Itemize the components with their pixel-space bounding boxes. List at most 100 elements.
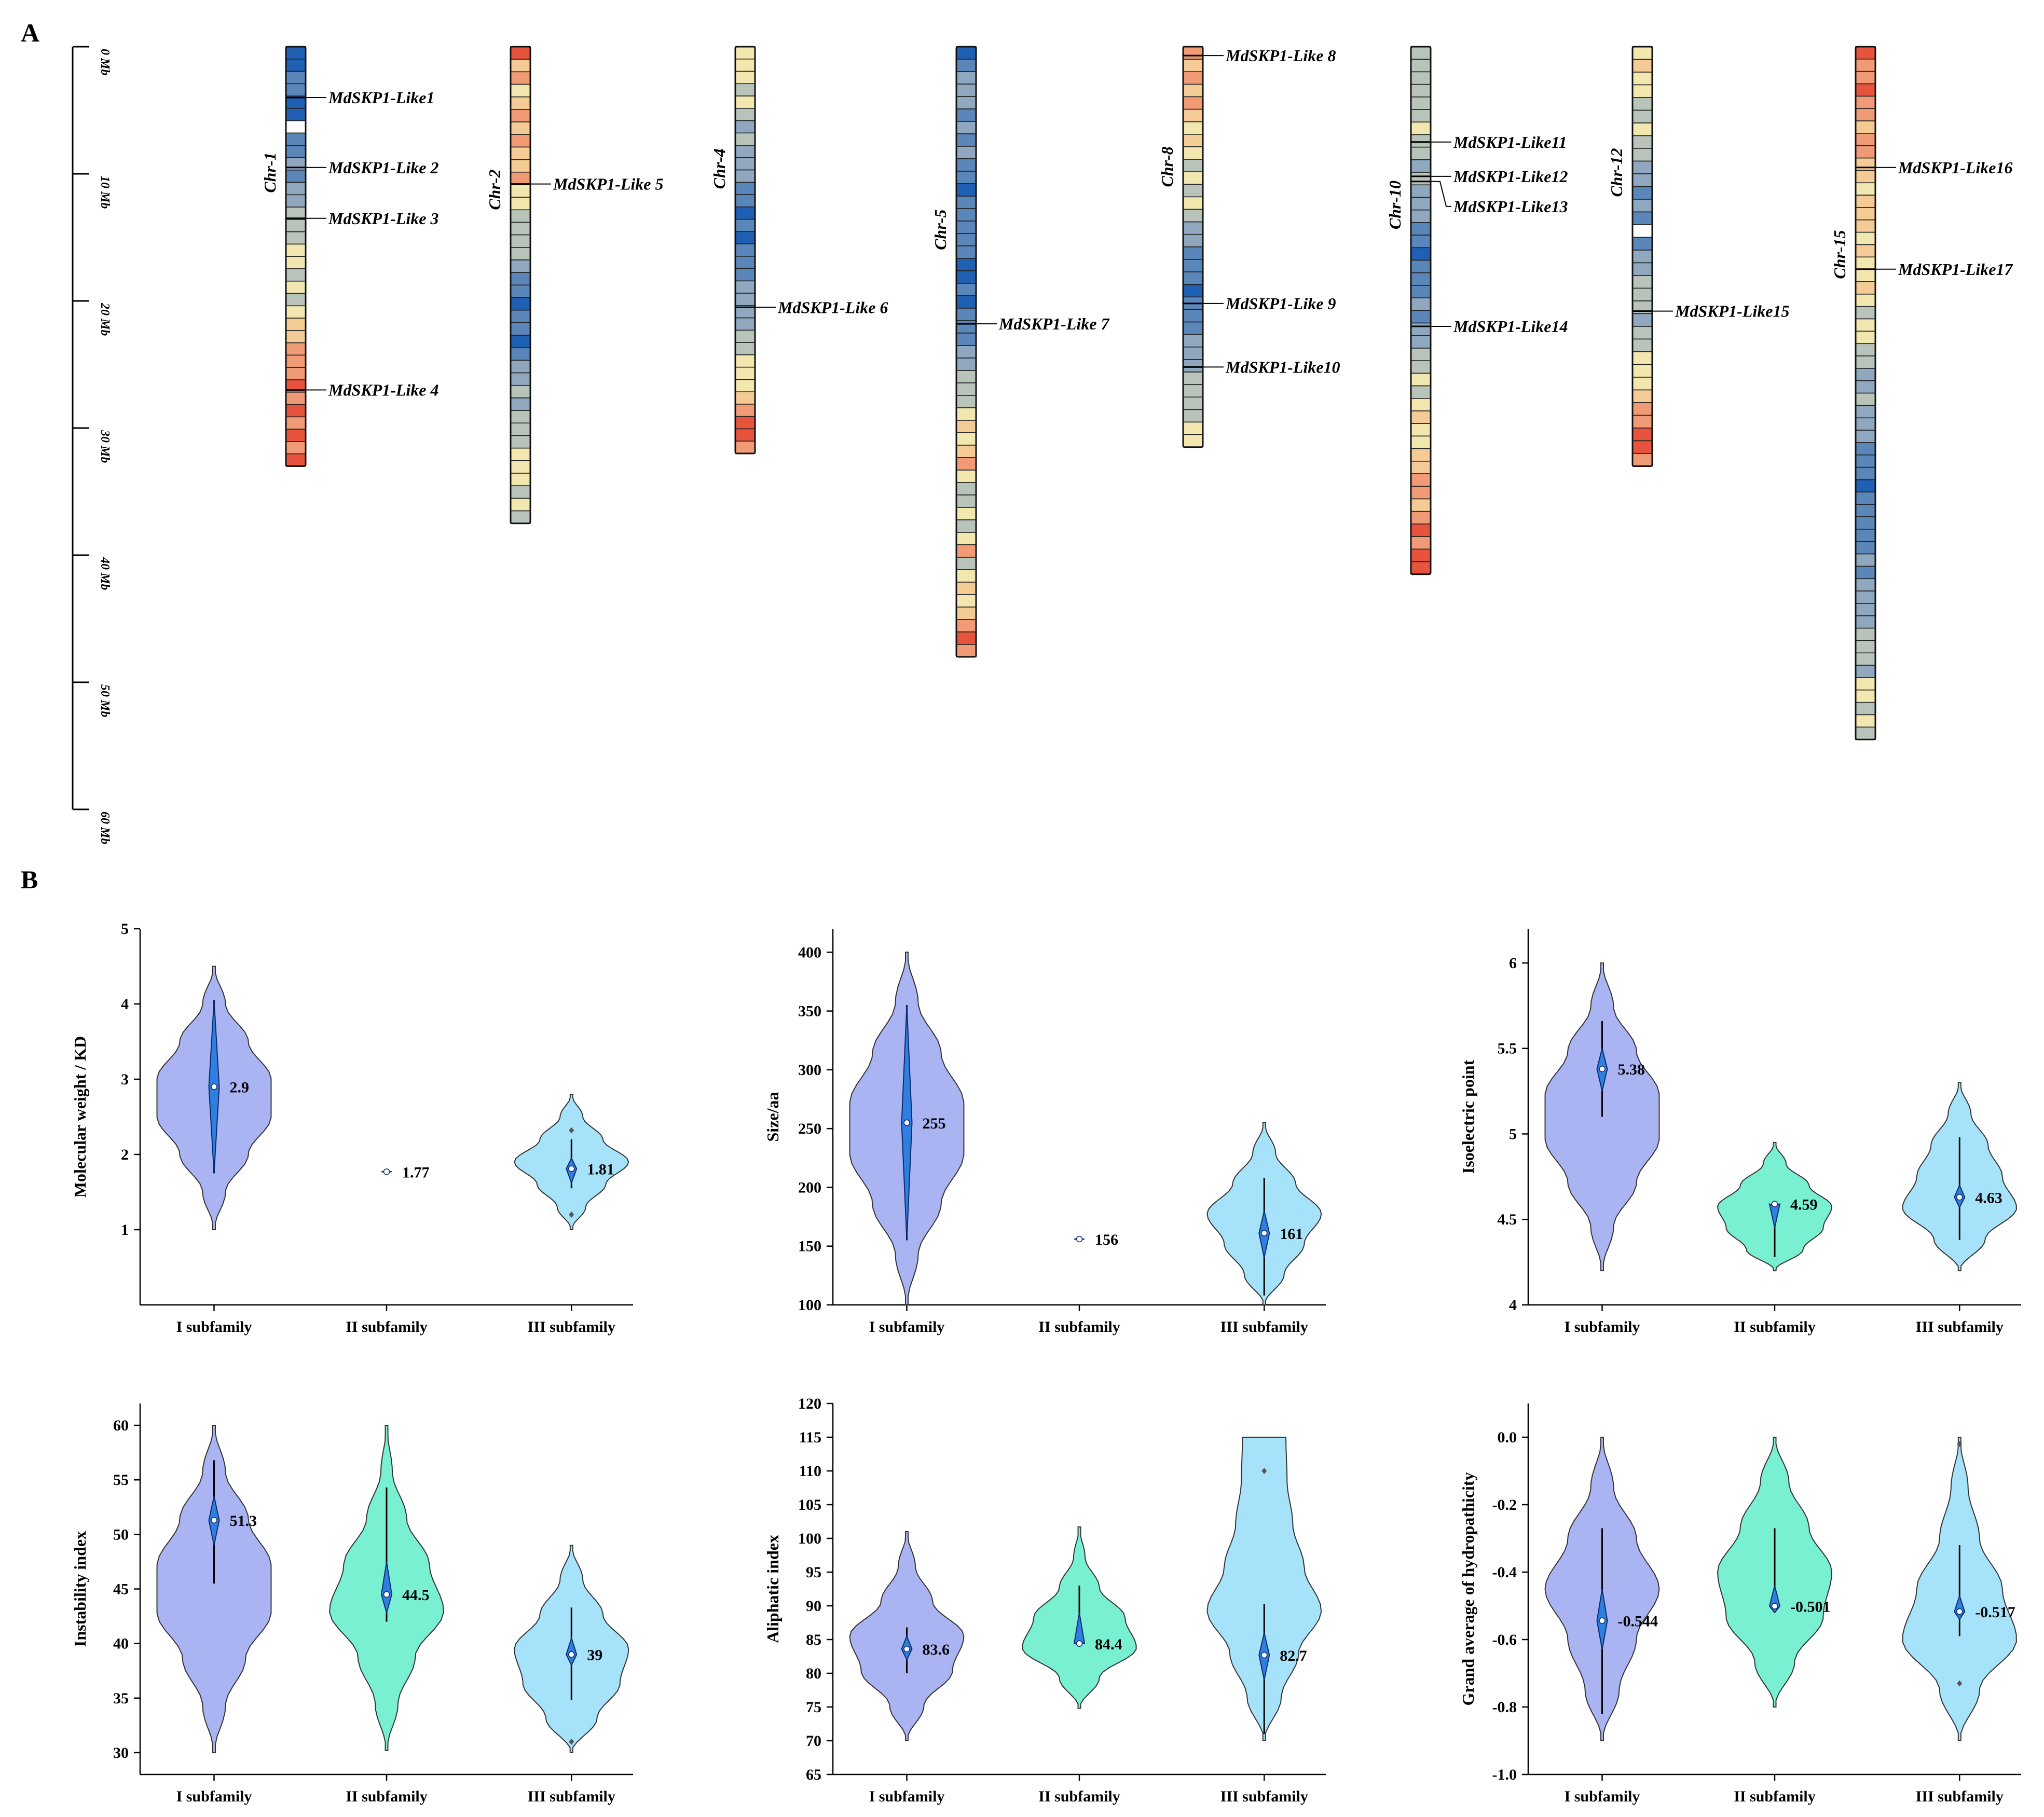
density-bin xyxy=(1183,134,1203,147)
y-tick-label: 1 xyxy=(121,1221,129,1238)
density-bin xyxy=(510,485,531,499)
density-bin xyxy=(956,171,977,184)
density-bin xyxy=(956,644,977,657)
median-label: 5.38 xyxy=(1618,1061,1645,1078)
density-bin xyxy=(1183,221,1203,235)
density-bin xyxy=(735,145,756,158)
violin-group-i-subfamily: I subfamily 51.3 xyxy=(156,1425,272,1805)
gene-label: MdSKP1-Like15 xyxy=(1675,302,1789,321)
median-point xyxy=(211,1083,217,1090)
violin-panel-instability-index: 30 35 40 45 50 55 60 Instability index I subfami… xyxy=(71,1403,633,1805)
median-point xyxy=(1771,1603,1778,1609)
density-bin xyxy=(510,209,531,223)
density-bin xyxy=(1410,410,1431,424)
density-bin xyxy=(1855,145,1876,159)
y-axis-label: Molecular weight / KD xyxy=(71,1036,89,1197)
density-bin xyxy=(956,283,977,296)
density-bin xyxy=(1855,726,1876,740)
y-axis-label: Isoelectric point xyxy=(1459,1059,1477,1174)
y-tick-label: 105 xyxy=(798,1496,821,1513)
violin-body xyxy=(156,1425,272,1753)
density-bin xyxy=(1855,170,1876,184)
density-bin xyxy=(1632,122,1653,136)
density-bin xyxy=(1183,347,1203,360)
density-bin xyxy=(735,416,756,430)
density-bin xyxy=(956,382,977,396)
iqr-box xyxy=(380,1561,393,1615)
density-bin xyxy=(1855,455,1876,468)
density-bin xyxy=(956,631,977,645)
y-tick-label: 80 xyxy=(806,1665,821,1682)
density-bin xyxy=(956,420,977,433)
density-bin xyxy=(510,322,531,336)
median-label: 161 xyxy=(1280,1226,1303,1243)
density-bin xyxy=(1632,237,1653,251)
density-bin xyxy=(510,335,531,349)
density-bin xyxy=(1632,326,1653,340)
density-bin xyxy=(285,46,306,60)
density-bin xyxy=(1632,109,1653,123)
outlier-point xyxy=(1261,1468,1267,1474)
median-label: 2.9 xyxy=(230,1079,250,1096)
violin-body xyxy=(1206,1437,1322,1741)
density-bin xyxy=(1855,541,1876,555)
density-bin xyxy=(1410,360,1431,374)
density-bin xyxy=(735,243,756,257)
violin-group-i-subfamily: I subfamily 255 xyxy=(849,952,965,1336)
density-bin xyxy=(1855,442,1876,456)
density-bin xyxy=(285,219,306,232)
median-point xyxy=(383,1591,390,1598)
chromosome-label: Chr-8 xyxy=(1158,146,1176,187)
y-tick-label: -0.4 xyxy=(1492,1564,1517,1581)
y-tick-label: -0.8 xyxy=(1492,1699,1517,1716)
density-bin xyxy=(1855,219,1876,233)
density-bin xyxy=(1855,120,1876,134)
density-bin xyxy=(285,108,306,121)
y-tick-label: -1.0 xyxy=(1492,1766,1517,1783)
ruler-tick-label: 0 Mb xyxy=(98,49,112,75)
chromosome-label: Chr-4 xyxy=(710,148,729,189)
density-bin xyxy=(735,354,756,368)
density-bin xyxy=(1410,473,1431,487)
median-point xyxy=(568,1651,575,1658)
y-tick-label: 30 xyxy=(113,1744,129,1761)
density-bin xyxy=(510,372,531,386)
chromosome-label: Chr-15 xyxy=(1830,230,1849,279)
y-tick-label: 3 xyxy=(121,1071,129,1088)
density-bin xyxy=(735,231,756,244)
density-bin xyxy=(285,429,306,442)
x-tick-label: III subfamily xyxy=(1220,1788,1308,1805)
density-bin xyxy=(956,183,977,197)
violin-group-iii-subfamily: III subfamily 4.63 xyxy=(1902,1082,2017,1336)
density-bin xyxy=(510,59,531,73)
x-tick-label: II subfamily xyxy=(1038,1788,1120,1805)
density-bin xyxy=(956,270,977,284)
density-bin xyxy=(510,422,531,436)
violin-panel-isoelectric-point: 4 4.5 5 5.5 6 Isoelectric point I subfamily 5.3… xyxy=(1459,929,2021,1336)
gene-label: MdSKP1-Like 2 xyxy=(328,158,438,177)
density-bin xyxy=(1632,428,1653,442)
density-bin xyxy=(510,184,531,198)
density-bin xyxy=(285,194,306,208)
density-bin xyxy=(1410,159,1431,173)
y-tick-label: 55 xyxy=(113,1471,129,1489)
density-bin xyxy=(1410,322,1431,336)
density-bin xyxy=(1632,59,1653,73)
density-bin xyxy=(510,121,531,135)
density-bin xyxy=(956,320,977,334)
density-bin xyxy=(1410,536,1431,550)
density-bin xyxy=(1183,159,1203,172)
density-bin xyxy=(1632,275,1653,289)
density-bin xyxy=(1410,134,1431,148)
y-tick-label: 0.0 xyxy=(1498,1429,1517,1446)
density-bin xyxy=(735,194,756,208)
y-axis-label: Size/aa xyxy=(763,1092,782,1142)
density-bin xyxy=(1632,97,1653,111)
density-bin xyxy=(1855,306,1876,320)
density-bin xyxy=(285,367,306,380)
density-bin xyxy=(1410,247,1431,261)
density-bin xyxy=(1855,95,1876,109)
density-bin xyxy=(1855,652,1876,666)
density-bin xyxy=(735,120,756,134)
density-bin xyxy=(510,146,531,160)
